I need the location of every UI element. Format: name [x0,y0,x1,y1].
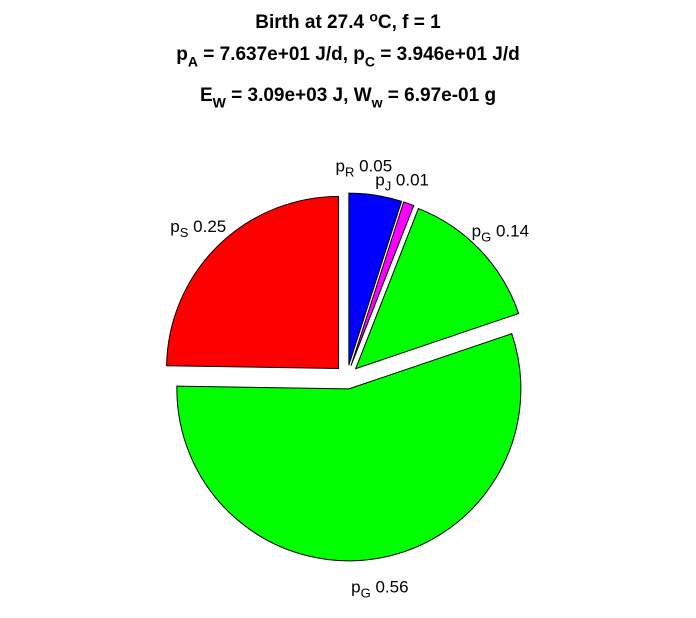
title-3-val-b: = 6.97e-01 g [382,85,497,106]
title-3-sub-b: w [371,94,383,111]
pie-slice-G-3 [176,333,522,562]
slice-label-value: 0.56 [371,577,409,596]
slice-label-symbol: p [336,157,345,176]
slice-label-symbol: p [351,577,360,596]
title-3-sym-a: E [199,85,213,106]
slice-label-symbol: p [375,170,384,189]
title-line-3: EW = 3.09e+03 J, Ww = 6.97e-01 g [0,85,696,111]
pie-slice-R-0 [348,192,403,366]
title-2-val-b: = 3.946e+01 J/d [375,44,520,65]
slice-label-subscript: G [481,230,491,245]
title-line-2: pA = 7.637e+01 J/d, pC = 3.946e+01 J/d [0,44,696,70]
title-3-sub-a: W [212,94,226,111]
slice-label-G-3: pG 0.56 [351,577,408,600]
slice-label-G-2: pG 0.14 [472,222,529,245]
title-1-degree: o [369,8,378,25]
title-3-sym-b: W [353,85,372,106]
slice-label-subscript: J [385,178,392,193]
slice-label-subscript: G [361,585,371,600]
slice-label-R-0: pR 0.05 [336,157,393,180]
title-2-sub-b: C [364,53,376,70]
title-3-val-a: = 3.09e+03 J, [225,85,354,106]
slice-label-symbol: p [170,217,179,236]
title-line-1: Birth at 27.4 oC, f = 1 [0,8,696,34]
pie-slice-S-4 [166,195,340,369]
title-1-suffix: C, f = 1 [377,12,441,33]
slice-label-S-4: pS 0.25 [170,217,226,240]
slice-label-value: 0.25 [188,217,226,236]
title-1-prefix: Birth at 27.4 [255,12,370,33]
title-2-val-a: = 7.637e+01 J/d, [197,44,354,65]
slice-label-value: 0.01 [391,170,429,189]
title-2-sym-a: p [176,44,188,65]
slice-label-value: 0.14 [491,222,529,241]
title-2-sub-a: A [187,53,198,70]
slice-label-J-1: pJ 0.01 [375,170,429,193]
title-2-sym-b: p [353,44,365,65]
slice-label-symbol: p [472,222,481,241]
pie-slice-G-2 [354,207,520,370]
pie-slice-J-1 [350,201,415,366]
slice-label-value: 0.05 [354,157,392,176]
slice-label-subscript: S [180,225,189,240]
slice-label-subscript: R [345,165,354,180]
